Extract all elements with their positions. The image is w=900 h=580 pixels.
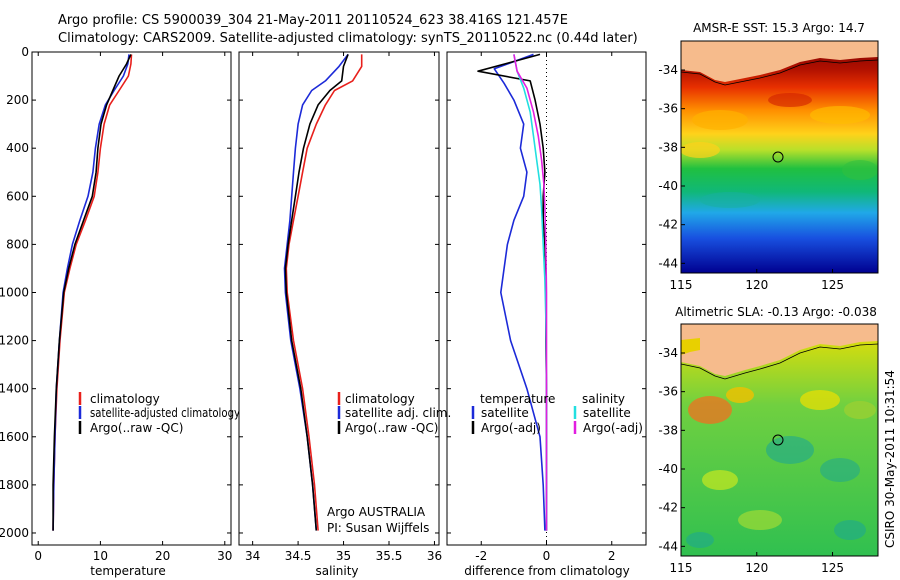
sst-map: AMSR-E SST: 15.3 Argo: 14.7 <box>680 21 879 274</box>
map-x-tick-label: 115 <box>670 278 693 292</box>
map-y-tick-label: -40 <box>658 462 678 476</box>
sst-land <box>681 41 878 82</box>
map-y-tick-label: -34 <box>658 63 678 77</box>
x-tick-label: 10 <box>93 549 108 563</box>
side-label: CSIRO 30-May-2011 10:31:54 <box>883 370 897 548</box>
sla-argo-marker <box>772 434 784 446</box>
temperature-legend: climatology satellite-adjusted climatolo… <box>78 392 240 435</box>
y-tick-label: 200 <box>6 93 29 107</box>
map-y-tick-label: -38 <box>658 140 678 154</box>
annotation-pi: PI: Susan Wijffels <box>327 521 429 535</box>
x-tick-label: 36 <box>427 549 442 563</box>
map-y-tick-label: -38 <box>658 423 678 437</box>
legend-item: Argo(..raw -QC) <box>345 421 438 435</box>
legend-item: climatology <box>345 392 415 406</box>
difference-legend: temperature satellite Argo(-adj) salinit… <box>471 392 643 435</box>
x-tick-label: 35 <box>336 549 351 563</box>
y-tick-label: 1200 <box>0 334 29 348</box>
series-line-magenta <box>513 54 548 531</box>
y-tick-label: 1000 <box>0 285 29 299</box>
sst-coastline <box>681 59 878 86</box>
temperature-panel <box>31 51 232 546</box>
series-line-black <box>284 54 349 531</box>
map-y-tick-label: -44 <box>658 256 678 270</box>
sla-map-title: Altimetric SLA: -0.13 Argo: -0.038 <box>675 305 877 319</box>
legend-item: Argo(-adj) <box>481 421 541 435</box>
y-tick-label: 800 <box>6 237 29 251</box>
map-x-tick-label: 125 <box>821 561 844 575</box>
series-line-red <box>52 54 133 531</box>
x-tick-label: 34 <box>245 549 260 563</box>
legend-group-title: temperature <box>480 392 555 406</box>
map-y-tick-label: -40 <box>658 179 678 193</box>
annotation-argo-australia: Argo AUSTRALIA <box>327 505 426 519</box>
x-tick-label: 0 <box>34 549 42 563</box>
x-tick-label: -2 <box>475 549 487 563</box>
y-tick-label: 1600 <box>0 430 29 444</box>
map-y-tick-label: -44 <box>658 539 678 553</box>
x-tick-label: 20 <box>155 549 170 563</box>
y-tick-label: 0 <box>21 45 29 59</box>
y-tick-label: 1400 <box>0 382 29 396</box>
map-y-tick-label: -36 <box>658 102 678 116</box>
profile-curves <box>52 52 548 545</box>
figure-title-line-1: Argo profile: CS 5900039_304 21-May-2011… <box>58 13 568 28</box>
salinity-legend: climatology satellite adj. clim. Argo(..… <box>327 392 451 535</box>
sst-argo-marker <box>772 151 784 163</box>
series-line-blue <box>493 53 546 531</box>
sla-coastline <box>681 343 878 380</box>
y-tick-label: 600 <box>6 189 29 203</box>
legend-item: satellite-adjusted climatology <box>90 406 240 420</box>
x-tick-label: 35.5 <box>376 549 403 563</box>
y-tick-label: 400 <box>6 141 29 155</box>
figure-title-line-2: Climatology: CARS2009. Satellite-adjuste… <box>58 31 638 46</box>
legend-item: satellite <box>583 406 631 420</box>
map-x-tick-label: 125 <box>821 278 844 292</box>
map-y-tick-label: -42 <box>658 218 678 232</box>
x-tick-label: 0 <box>543 549 551 563</box>
x-tick-label: 30 <box>217 549 232 563</box>
series-line-red <box>285 54 363 531</box>
temperature-x-label: temperature <box>90 564 165 578</box>
legend-item: Argo(..raw -QC) <box>90 421 183 435</box>
legend-item: satellite <box>481 406 529 420</box>
sla-map: Altimetric SLA: -0.13 Argo: -0.038 <box>675 305 879 557</box>
x-tick-label: 2 <box>608 549 616 563</box>
map-x-tick-label: 120 <box>745 561 768 575</box>
map-x-tick-label: 115 <box>670 561 693 575</box>
series-line-black <box>52 54 132 531</box>
map-y-tick-label: -34 <box>658 346 678 360</box>
map-y-tick-label: -42 <box>658 501 678 515</box>
map-axis-ticks: 115 120 125 -34 -36 -38 -40 -42 -44 115 120 125 -34 -… <box>658 63 844 575</box>
y-tick-label: 1800 <box>0 478 29 492</box>
map-y-tick-label: -36 <box>658 385 678 399</box>
legend-group-title: salinity <box>582 392 625 406</box>
legend-item: satellite adj. clim. <box>345 406 451 420</box>
salinity-x-label: salinity <box>315 564 358 578</box>
difference-x-label: difference from climatology <box>464 564 630 578</box>
legend-item: Argo(-adj) <box>583 421 643 435</box>
sst-map-title: AMSR-E SST: 15.3 Argo: 14.7 <box>693 21 865 35</box>
legend-item: climatology <box>90 392 160 406</box>
y-tick-label: 2000 <box>0 526 29 540</box>
map-x-tick-label: 120 <box>745 278 768 292</box>
salinity-panel <box>238 51 440 546</box>
x-tick-label: 34.5 <box>285 549 312 563</box>
sla-land <box>681 324 878 376</box>
